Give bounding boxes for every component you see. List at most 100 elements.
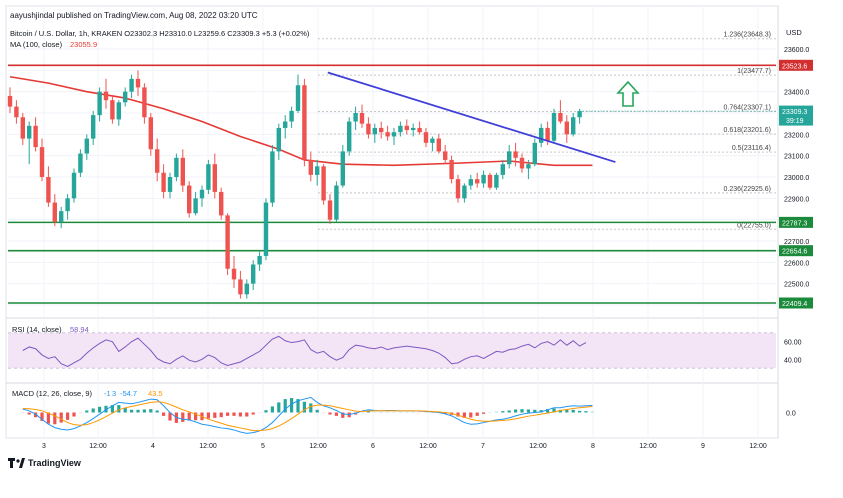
candle-body xyxy=(251,264,256,284)
candle-body xyxy=(71,172,77,199)
macd-histogram-bar xyxy=(552,408,556,413)
macd-histogram-bar xyxy=(533,409,537,413)
rsi-line xyxy=(22,335,587,367)
candle-body xyxy=(385,132,390,137)
candle-body xyxy=(449,159,454,180)
candle-body xyxy=(7,95,13,107)
macd-histogram-bar xyxy=(78,412,82,414)
macd-histogram-bar xyxy=(91,408,95,413)
candle-body xyxy=(487,174,493,188)
macd-histogram-bar xyxy=(123,407,127,413)
candle-body xyxy=(206,164,211,190)
candle-body xyxy=(308,159,313,175)
candle-body xyxy=(423,132,429,143)
tradingview-logo-dot xyxy=(16,459,20,463)
macd-histogram-bar xyxy=(296,399,300,413)
candle-body xyxy=(20,117,25,139)
tradingview-logo-icon xyxy=(8,458,15,468)
candle-body xyxy=(110,100,115,120)
macd-histogram-bar xyxy=(219,412,223,418)
resistance-level-tag xyxy=(779,59,813,71)
rsi-value: 58.94 xyxy=(70,325,89,334)
macd-histogram-bar xyxy=(430,412,434,413)
macd-histogram-bar xyxy=(270,406,274,413)
price-tick-label: 22500.0 xyxy=(784,282,809,289)
macd-histogram-bar xyxy=(232,412,236,416)
candle-body xyxy=(174,157,179,177)
time-tick-label: 12:00 xyxy=(309,443,327,450)
time-tick-label: 12:00 xyxy=(419,443,437,450)
macd-histogram-bar xyxy=(117,405,121,413)
macd-histogram-bar xyxy=(264,410,268,413)
resistance-level-tag-label: 23523.6 xyxy=(782,63,807,70)
candle-body xyxy=(212,164,217,192)
candle-body xyxy=(398,125,403,133)
candle-body xyxy=(340,151,345,186)
price-tick-label: 22700.0 xyxy=(784,239,809,246)
ma-value: 23055.9 xyxy=(70,40,97,49)
macd-histogram-bar xyxy=(59,412,63,423)
macd-histogram-bar xyxy=(392,412,396,413)
macd-histogram-bar xyxy=(258,412,262,413)
candle-body xyxy=(494,174,499,188)
macd-histogram-bar xyxy=(187,412,191,421)
currency-label: USD xyxy=(786,28,802,37)
candle-body xyxy=(468,179,473,186)
candle-body xyxy=(33,125,38,148)
rsi-tick-label: 60.00 xyxy=(784,340,802,347)
candle-body xyxy=(219,191,224,216)
candle-body xyxy=(545,127,550,141)
candle-body xyxy=(14,106,19,118)
support-level-tag-label: 22654.6 xyxy=(782,249,807,256)
candle-body xyxy=(417,127,422,133)
macd-hist-value: -1 xyxy=(104,389,111,398)
macd-histogram-bar xyxy=(213,412,217,418)
ma-label: MA (100, close) xyxy=(10,40,63,49)
candle-body xyxy=(404,125,409,131)
candle-body xyxy=(391,132,397,137)
macd-histogram-bar xyxy=(181,412,185,422)
time-tick-label: 12:00 xyxy=(529,443,547,450)
macd-histogram-bar xyxy=(85,410,89,413)
macd-histogram-bar xyxy=(360,412,364,413)
time-tick-label: 7 xyxy=(481,443,485,450)
price-tick-label: 22900.0 xyxy=(784,196,809,203)
time-tick-label: 9 xyxy=(701,443,705,450)
fib-level-label: 0(22755.0) xyxy=(737,222,771,229)
tradingview-logo-slash xyxy=(19,458,25,468)
macd-histogram-bar xyxy=(526,409,530,413)
macd-histogram-bar xyxy=(571,409,575,413)
macd-histogram-bar xyxy=(520,409,524,413)
time-tick-label: 6 xyxy=(371,443,375,450)
signal-line xyxy=(22,401,593,432)
macd-histogram-bar xyxy=(315,409,319,413)
price-tick-label: 23200.0 xyxy=(784,132,809,139)
candle-body xyxy=(263,202,269,256)
macd-histogram-bar xyxy=(418,412,422,413)
tradingview-logo xyxy=(8,458,25,468)
candle-body xyxy=(225,215,230,269)
macd-histogram-bar xyxy=(27,412,31,415)
candle-body xyxy=(519,157,525,169)
candle-body xyxy=(155,149,160,173)
macd-histogram-bar xyxy=(72,412,76,417)
candle-body xyxy=(123,91,128,103)
fib-level-label: 0.236(22925.6) xyxy=(724,186,771,193)
candle-body xyxy=(238,279,243,295)
macd-signal-value: 43.5 xyxy=(148,389,163,398)
candle-body xyxy=(551,113,557,141)
time-tick-label: 12:00 xyxy=(749,443,767,450)
candle-body xyxy=(283,121,288,128)
macd-histogram-bar xyxy=(34,412,38,418)
macd-histogram-bar xyxy=(238,412,242,417)
support-level-tag xyxy=(779,297,813,309)
candle-body xyxy=(59,211,64,222)
trendline-line xyxy=(327,71,616,163)
price-tick-label: 23000.0 xyxy=(784,175,809,182)
time-tick-label: 12:00 xyxy=(639,443,657,450)
candle-body xyxy=(353,113,358,122)
macd-histogram-bar xyxy=(194,412,198,421)
time-tick-label: 3 xyxy=(42,443,46,450)
macd-histogram-bar xyxy=(507,410,511,413)
candle-body xyxy=(334,185,339,220)
